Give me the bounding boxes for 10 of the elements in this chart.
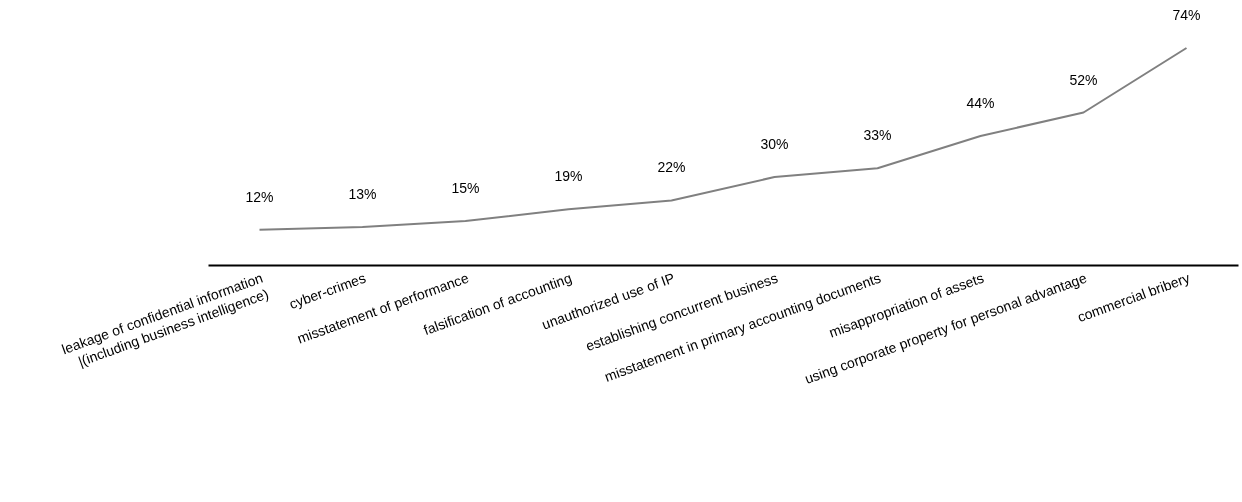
data-label: 13% bbox=[348, 185, 377, 202]
data-label: 19% bbox=[554, 168, 583, 185]
data-label: 15% bbox=[451, 180, 480, 197]
data-label: 33% bbox=[863, 127, 892, 144]
data-label: 22% bbox=[657, 159, 686, 176]
data-label: 52% bbox=[1069, 71, 1098, 88]
data-label: 30% bbox=[760, 136, 789, 153]
data-label: 74% bbox=[1172, 7, 1201, 23]
data-label: 44% bbox=[966, 94, 995, 111]
data-label: 12% bbox=[245, 188, 274, 205]
